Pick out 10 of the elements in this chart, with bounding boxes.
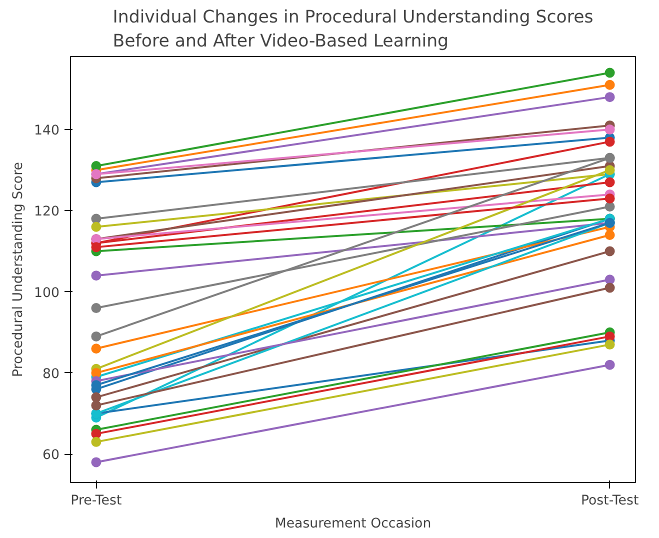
y-tick-label: 120 (34, 204, 60, 220)
x-tick-label: Post-Test (580, 494, 639, 508)
x-tick-label: Pre-Test (70, 494, 122, 508)
x-axis-title: Measurement Occasion (274, 516, 432, 532)
y-tick-label: 100 (34, 286, 60, 301)
y-tick-label: 140 (34, 124, 60, 139)
chart-title: Individual Changes in Procedural Understanding Scores Before and After Video-Based Learning (112, 8, 594, 52)
y-tick-label: 80 (42, 366, 60, 382)
y-axis-title: Procedural Understanding Score (11, 162, 26, 377)
y-tick-label: 60 (42, 448, 60, 464)
